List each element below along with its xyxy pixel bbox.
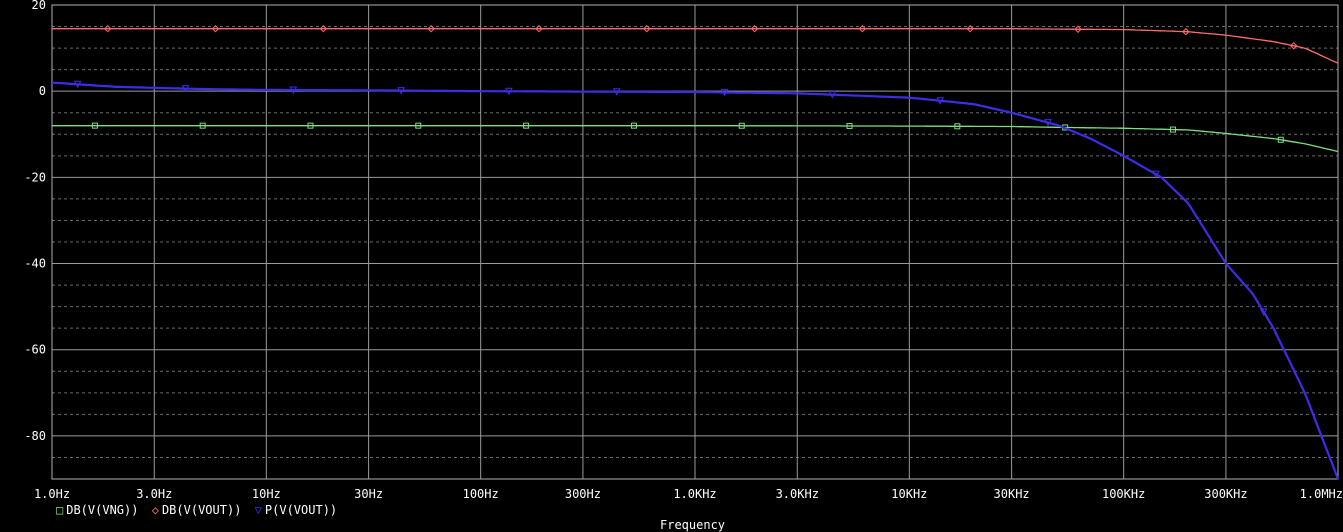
x-tick-label: 300Hz [565,487,601,501]
triangle-marker [397,87,405,95]
series-DB(V(VOUT)) [52,24,1339,64]
triangle-marker [828,91,837,99]
triangle-marker [73,80,82,89]
triangle-marker [720,88,729,97]
x-tick-label: 10KHz [891,487,927,501]
legend-label-vout-db: DB(V(VOUT)) [161,503,242,517]
x-tick-label: 10Hz [252,487,281,501]
diamond-marker [535,24,543,33]
y-tick-label: -60 [24,343,46,357]
triangle-marker [1152,170,1160,179]
legend-entry-vng: □ DB(V(VNG)) [56,503,138,517]
plot-frame [51,4,1339,480]
square-marker [1169,126,1176,133]
x-tick-label: 3.0KHz [776,487,819,501]
diamond-marker [1074,25,1082,33]
x-tick-label: 30Hz [354,487,383,501]
diamond-marker [104,24,112,33]
series-line [52,28,1339,64]
triangle-down-marker-icon: ▽ [254,503,262,517]
square-marker [307,122,314,129]
legend-label-vng: DB(V(VNG)) [66,503,139,517]
x-tick-label: 300KHz [1204,487,1247,501]
series-layer [51,24,1340,480]
x-tick-label: 100KHz [1102,487,1145,501]
y-tick-label: 0 [39,84,46,98]
diamond-marker [1289,42,1298,50]
y-tick-label: 20 [32,0,46,12]
x-tick-label: 1.0Hz [34,487,70,501]
x-tick-label: 3.0Hz [136,487,172,501]
grid-lines [51,4,1339,480]
diamond-marker [427,24,435,33]
x-axis-title: Frequency [660,518,726,532]
y-tick-label: -40 [24,257,46,271]
legend: □ DB(V(VNG)) ◇ DB(V(VOUT)) ▽ P(V(VOUT)) [56,503,343,517]
x-tick-label: 1.0KHz [673,487,716,501]
square-marker [954,123,961,130]
triangle-marker [1259,308,1268,316]
diamond-marker [643,24,651,33]
triangle-marker [1044,119,1052,127]
square-marker [846,122,853,129]
diamond-marker [858,24,867,33]
triangle-marker [289,86,298,95]
triangle-marker [505,87,513,96]
square-marker [199,122,206,129]
square-marker-icon: □ [56,503,64,517]
diamond-marker [750,24,759,33]
triangle-marker [936,97,945,105]
diamond-marker [966,24,974,33]
legend-entry-vout-phase: ▽ P(V(VOUT)) [255,503,337,517]
legend-label-vout-phase: P(V(VOUT)) [264,503,338,517]
triangle-marker [612,88,621,96]
y-tick-label: -20 [24,170,46,184]
diamond-marker-icon: ◇ [151,503,159,517]
square-marker [415,122,422,129]
diamond-marker [211,24,220,33]
y-tick-label: -80 [24,429,46,443]
tick-labels: 20 0 -20 -40 -60 -80 1.0Hz 3.0Hz 10Hz 30Hz 100Hz 30… [24,0,1343,501]
series-DB(V(VNG)) [52,122,1339,153]
series-line [52,125,1339,153]
square-marker [523,122,530,129]
square-marker [630,122,637,129]
x-tick-label: 100Hz [463,487,499,501]
square-marker [91,122,98,129]
triangle-marker [181,85,190,93]
diamond-marker [1182,27,1190,36]
legend-entry-vout-db: ◇ DB(V(VOUT)) [152,503,242,517]
diamond-marker [319,24,328,33]
square-marker [1277,136,1284,143]
series-P(V(VOUT)) [51,80,1340,480]
series-line [51,81,1340,480]
square-marker [738,122,745,129]
x-tick-label: 1.0MHz [1300,487,1343,501]
x-tick-label: 30KHz [994,487,1030,501]
